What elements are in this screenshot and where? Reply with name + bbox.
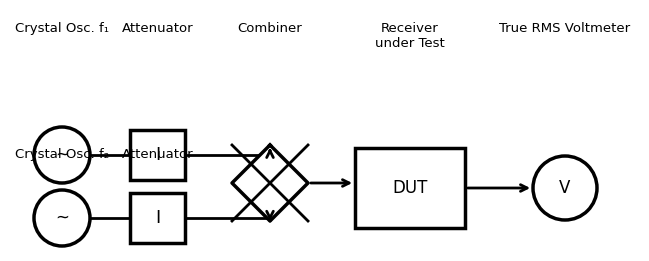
Text: I: I [155, 146, 160, 164]
Text: DUT: DUT [392, 179, 428, 197]
Text: V: V [559, 179, 570, 197]
Text: True RMS Voltmeter: True RMS Voltmeter [500, 22, 631, 35]
Text: ~: ~ [55, 146, 69, 164]
Bar [130, 193, 185, 243]
Text: Crystal Osc. f₁: Crystal Osc. f₁ [15, 22, 109, 35]
Text: Crystal Osc. f₂: Crystal Osc. f₂ [15, 148, 109, 161]
Bar [355, 148, 465, 228]
Text: I: I [155, 209, 160, 227]
Text: Attenuator: Attenuator [122, 148, 193, 161]
Circle shape [533, 156, 597, 220]
Bar [130, 130, 185, 180]
Polygon shape [232, 145, 308, 221]
Text: Attenuator: Attenuator [122, 22, 193, 35]
Circle shape [34, 190, 90, 246]
Text: ~: ~ [55, 209, 69, 227]
Circle shape [34, 127, 90, 183]
Text: Receiver
under Test: Receiver under Test [375, 22, 445, 50]
Text: Combiner: Combiner [238, 22, 302, 35]
